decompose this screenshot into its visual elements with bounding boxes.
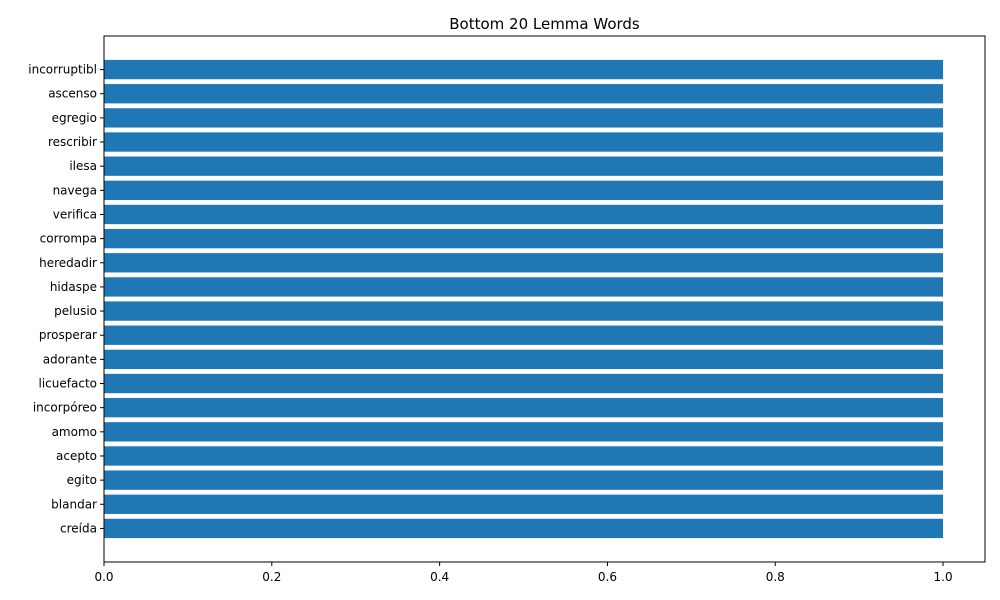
x-tick-label: 0.4: [430, 570, 449, 584]
y-tick-label: heredadir: [39, 256, 97, 270]
plot-area-frame: [103, 35, 986, 563]
y-tick-label: blandar: [51, 497, 97, 511]
y-tick-label: incorruptibl: [28, 63, 97, 77]
bars-group: [104, 59, 944, 539]
y-tick-label: acepto: [56, 449, 97, 463]
bar-4: [104, 132, 944, 152]
y-tick-label: licuefacto: [39, 377, 97, 391]
y-tick-label: navega: [53, 183, 97, 197]
bar-20: [104, 518, 944, 539]
y-tick-label: corrompa: [40, 232, 97, 246]
x-tick-label: 0.0: [94, 570, 113, 584]
y-tick-label: egito: [67, 473, 97, 487]
bar-17: [104, 446, 944, 466]
y-tick-label: verifica: [53, 207, 97, 221]
bar-10: [104, 277, 944, 297]
chart-title: Bottom 20 Lemma Words: [449, 15, 640, 33]
bar-6: [104, 180, 944, 200]
x-tick-label: 0.2: [262, 570, 281, 584]
x-axis-ticks: 0.0 0.2 0.4 0.6 0.8 1.0: [94, 562, 953, 584]
y-tick-label: prosperar: [39, 328, 97, 342]
bar-2: [104, 84, 944, 104]
y-tick-label: ascenso: [48, 87, 97, 101]
bar-13: [104, 349, 944, 370]
bar-12: [104, 325, 944, 345]
y-tick-label: hidaspe: [50, 280, 97, 294]
bar-18: [104, 470, 944, 490]
y-tick-label: incorpóreo: [33, 401, 97, 415]
bar-19: [104, 494, 944, 514]
y-tick-label: creída: [60, 521, 97, 535]
bar-5: [104, 156, 944, 176]
bar-1: [104, 59, 944, 80]
y-tick-label: adorante: [43, 352, 97, 366]
x-tick-label: 0.6: [598, 570, 617, 584]
bar-16: [104, 422, 944, 442]
y-tick-label: amomo: [52, 425, 97, 439]
bar-8: [104, 228, 944, 249]
bar-9: [104, 253, 944, 273]
y-tick-label: rescribir: [48, 135, 97, 149]
x-tick-label: 1.0: [934, 570, 953, 584]
y-axis-ticks: incorruptibl ascenso egregio rescribir ilesa…: [28, 63, 104, 535]
bar-11: [104, 301, 944, 321]
bar-15: [104, 398, 944, 418]
bar-3: [104, 108, 944, 128]
y-tick-label: pelusio: [54, 304, 97, 318]
y-tick-label: egregio: [52, 111, 97, 125]
y-tick-label: ilesa: [69, 159, 97, 173]
bar-7: [104, 204, 944, 225]
bar-14: [104, 373, 944, 394]
x-tick-label: 0.8: [766, 570, 785, 584]
